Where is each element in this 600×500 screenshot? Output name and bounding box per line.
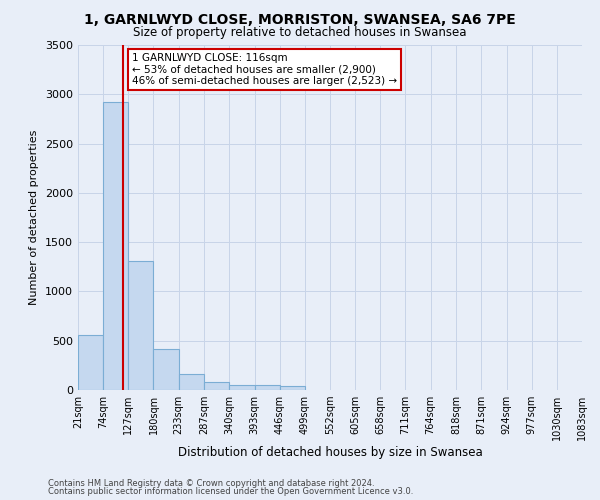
Bar [128, 261, 154, 390]
Y-axis label: Number of detached properties: Number of detached properties [29, 130, 40, 305]
Text: 1 GARNLWYD CLOSE: 116sqm
← 53% of detached houses are smaller (2,900)
46% of sem: 1 GARNLWYD CLOSE: 116sqm ← 53% of detach… [132, 53, 397, 86]
Bar [229, 384, 254, 390]
Bar [254, 385, 280, 390]
Text: Contains HM Land Registry data © Crown copyright and database right 2024.: Contains HM Land Registry data © Crown c… [48, 478, 374, 488]
X-axis label: Distribution of detached houses by size in Swansea: Distribution of detached houses by size … [178, 446, 482, 458]
Bar [204, 382, 229, 390]
Bar [103, 102, 128, 390]
Text: 1, GARNLWYD CLOSE, MORRISTON, SWANSEA, SA6 7PE: 1, GARNLWYD CLOSE, MORRISTON, SWANSEA, S… [84, 12, 516, 26]
Bar [78, 335, 103, 390]
Text: Contains public sector information licensed under the Open Government Licence v3: Contains public sector information licen… [48, 487, 413, 496]
Text: Size of property relative to detached houses in Swansea: Size of property relative to detached ho… [133, 26, 467, 39]
Bar [179, 374, 204, 390]
Bar [154, 349, 179, 390]
Bar [280, 386, 305, 390]
